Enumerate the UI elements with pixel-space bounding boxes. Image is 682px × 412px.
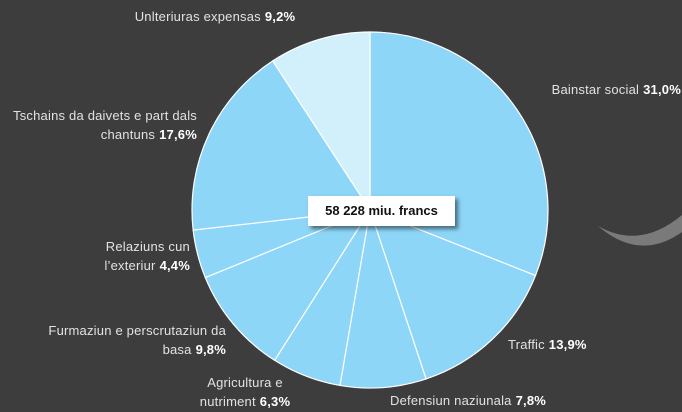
slice-value: 4,4%	[159, 258, 190, 273]
slice-value: 13,9%	[548, 337, 587, 352]
slice-label: Agricultura e nutriment 6,3%	[180, 373, 310, 411]
slice-label: Furmaziun e perscrutaziun da basa 9,8%	[14, 321, 226, 359]
slice-value: 6,3%	[259, 394, 291, 409]
slice-value: 9,8%	[195, 342, 226, 357]
slice-name: Furmaziun e perscrutaziun da basa	[48, 323, 226, 357]
pie-slice	[204, 208, 372, 362]
slice-value: 7,8%	[515, 393, 547, 408]
slice-label: Defensiun naziunala 7,8%	[390, 391, 610, 410]
slice-name: Unlteriuras expensas	[134, 9, 261, 24]
pie-slice	[271, 31, 371, 213]
slice-value: 9,2%	[264, 9, 296, 24]
decor-swoosh	[598, 215, 682, 246]
slice-name: Bainstar social	[551, 82, 640, 97]
slice-label: Bainstar social 31,0%	[505, 80, 681, 99]
slice-label: Traffic 13,9%	[508, 335, 628, 354]
slice-value: 17,6%	[159, 127, 197, 142]
slice-value: 31,0%	[643, 82, 681, 97]
pie-slice	[191, 60, 372, 231]
slice-label: Unlteriuras expensas 9,2%	[80, 7, 350, 26]
slice-name: Tschains da daivets e part dals chantuns	[13, 108, 197, 142]
slice-name: Relaziuns cun l’exteriur	[104, 239, 190, 273]
total-annotation: 58 228 miu. francs	[308, 196, 455, 226]
slice-name: Agricultura e nutriment	[199, 375, 283, 409]
slice-label: Relaziuns cun l’exteriur 4,4%	[70, 237, 190, 275]
slice-label: Tschains da daivets e part dals chantuns…	[0, 106, 197, 144]
slice-name: Traffic	[508, 337, 545, 352]
slice-name: Defensiun naziunala	[390, 393, 512, 408]
pie-slice	[369, 208, 537, 380]
